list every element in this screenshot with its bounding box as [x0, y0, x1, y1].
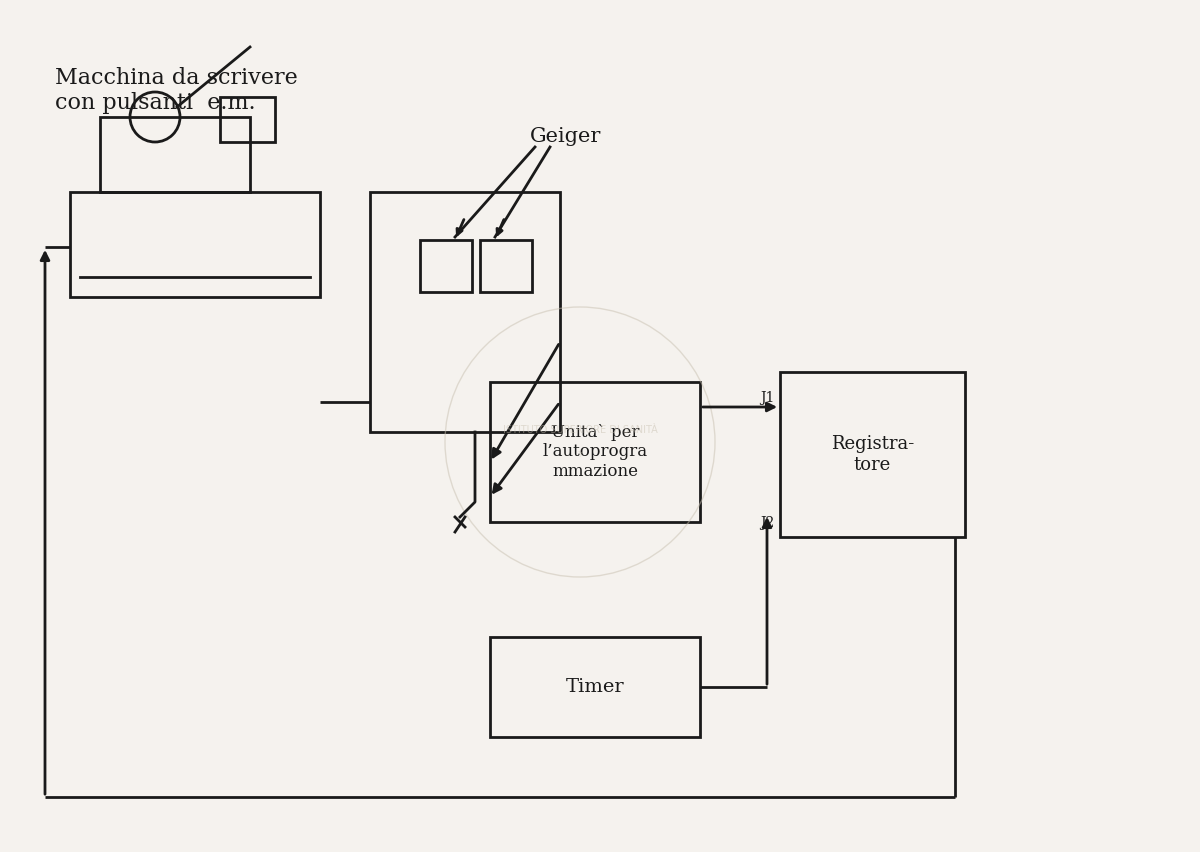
- Text: ISTITUTO SUPERIORE DI SANITÀ

⚕: ISTITUTO SUPERIORE DI SANITÀ ⚕: [503, 425, 658, 458]
- Text: Macchina da scrivere
con pulsanti  e.m.: Macchina da scrivere con pulsanti e.m.: [55, 67, 298, 114]
- Text: Timer: Timer: [565, 678, 624, 696]
- Text: Unita` per
l’autoprogra
mmazione: Unita` per l’autoprogra mmazione: [542, 424, 648, 480]
- Text: Registra-
tore: Registra- tore: [830, 435, 914, 474]
- Text: J1: J1: [760, 391, 774, 405]
- Text: J2: J2: [760, 516, 774, 530]
- Text: Geiger: Geiger: [530, 127, 601, 146]
